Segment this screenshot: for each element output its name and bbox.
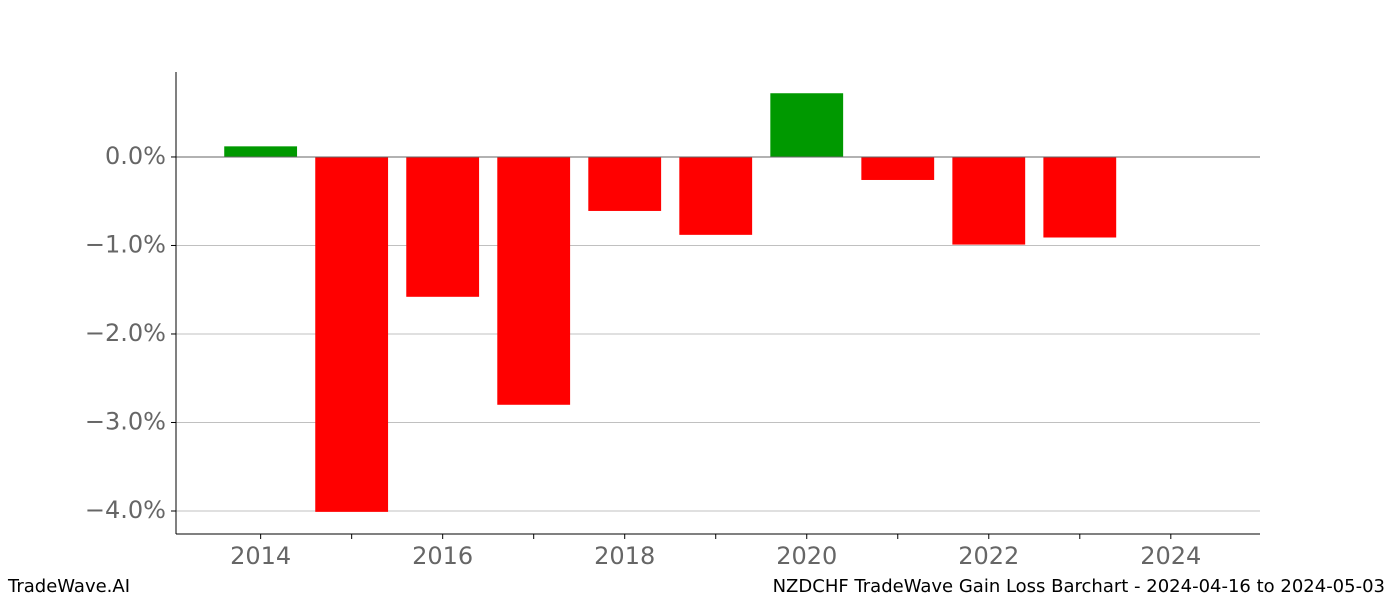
chart-title: NZDCHF TradeWave Gain Loss Barchart - 20… bbox=[773, 576, 1385, 597]
y-tick-label: −2.0% bbox=[85, 319, 166, 347]
bar bbox=[679, 156, 753, 235]
x-tick-label: 2022 bbox=[958, 542, 1019, 570]
bar bbox=[1043, 156, 1117, 238]
bar bbox=[224, 146, 298, 157]
y-tick-label: −1.0% bbox=[85, 230, 166, 258]
bar bbox=[497, 156, 571, 405]
y-tick-label: −3.0% bbox=[85, 407, 166, 435]
bar bbox=[406, 156, 480, 297]
y-tick-label: −4.0% bbox=[85, 496, 166, 524]
bar bbox=[588, 156, 662, 211]
y-tick-label: 0.0% bbox=[105, 142, 166, 170]
bar bbox=[315, 156, 389, 512]
brand: TradeWave.AI bbox=[7, 576, 130, 597]
x-tick-label: 2014 bbox=[230, 542, 291, 570]
bar bbox=[861, 156, 935, 180]
x-tick-label: 2020 bbox=[776, 542, 837, 570]
x-tick-label: 2016 bbox=[412, 542, 473, 570]
bar bbox=[770, 93, 844, 157]
x-tick-label: 2024 bbox=[1140, 542, 1201, 570]
bar bbox=[952, 156, 1026, 245]
x-tick-label: 2018 bbox=[594, 542, 655, 570]
